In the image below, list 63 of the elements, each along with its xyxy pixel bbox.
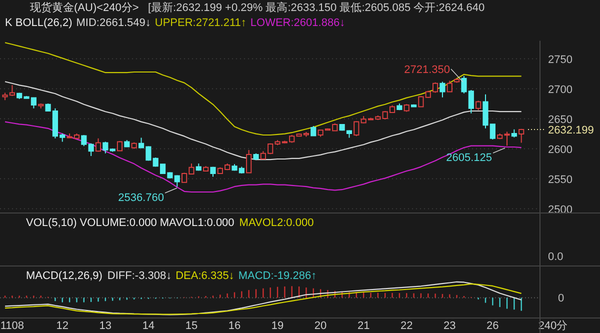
candlestick bbox=[110, 148, 116, 152]
candlestick bbox=[131, 142, 137, 150]
text: 0.0 bbox=[548, 251, 564, 263]
candlestick bbox=[203, 166, 209, 172]
candlestick bbox=[511, 128, 517, 138]
text: VOL(5,10) VOLUME:0.000 MAVOL1:0.000 bbox=[26, 217, 234, 229]
candlestick bbox=[454, 78, 460, 84]
candlestick bbox=[404, 104, 410, 112]
candlestick bbox=[116, 140, 123, 152]
candlestick bbox=[446, 80, 452, 92]
candlestick bbox=[410, 104, 417, 108]
x-tick-label: 20 bbox=[314, 320, 327, 332]
candlestick bbox=[210, 166, 216, 178]
candlestick bbox=[38, 102, 44, 109]
annotation: 2721.350 bbox=[404, 64, 450, 76]
y-tick-label: 2550 bbox=[548, 174, 572, 186]
chart-subtitle: [最新:2632.199 +0.29% 最高:2633.150 最低:2605.085 今开:2624.640 bbox=[148, 1, 485, 14]
ref-line-label: 2632.199 bbox=[548, 124, 594, 136]
candlestick bbox=[88, 142, 94, 157]
candlestick bbox=[253, 152, 259, 161]
x-tick-label: 26 bbox=[486, 320, 499, 332]
x-tick-label: 19 bbox=[271, 320, 284, 332]
text: DEA:6.335↓ bbox=[176, 270, 234, 282]
x-tick-label: 21 bbox=[357, 320, 370, 332]
x-tick-label: 13 bbox=[99, 320, 112, 332]
candlestick bbox=[102, 141, 108, 154]
annotation: 2605.125 bbox=[446, 152, 492, 164]
y-tick-label: 2700 bbox=[548, 84, 572, 96]
y-tick-label: 2600 bbox=[548, 144, 572, 156]
x-tick-label: 14 bbox=[142, 320, 155, 332]
x-tick-label: 15 bbox=[185, 320, 198, 332]
candlestick bbox=[310, 126, 316, 136]
line-series bbox=[4, 81, 522, 160]
candlestick bbox=[246, 150, 252, 174]
chart-title: MACD(12,26,9) bbox=[26, 270, 102, 282]
x-tick-label: 12 bbox=[56, 320, 69, 332]
line-series bbox=[4, 121, 522, 193]
text: MID:2661.549↓ bbox=[76, 17, 151, 29]
x-tick-label: 16 bbox=[228, 320, 241, 332]
text: LOWER:2601.886↓ bbox=[250, 17, 346, 29]
text: DIFF:-3.308↓ bbox=[107, 270, 172, 282]
x-tick-label: 22 bbox=[400, 320, 413, 332]
y-tick-label: 2650 bbox=[548, 114, 572, 126]
candlestick bbox=[440, 81, 446, 98]
text: UPPER:2721.211↑ bbox=[154, 17, 246, 29]
candlestick bbox=[354, 120, 360, 137]
text: MAVOL2:0.000 bbox=[239, 217, 314, 229]
candlestick bbox=[518, 128, 524, 144]
y-tick-label: 2750 bbox=[548, 54, 572, 66]
chart-title: 现货黄金(AU)<240分> bbox=[30, 1, 139, 14]
candlestick bbox=[95, 138, 102, 152]
line-series bbox=[4, 42, 522, 136]
candlestick bbox=[476, 100, 482, 111]
annotation: 2536.760 bbox=[118, 192, 164, 204]
candlestick bbox=[396, 102, 402, 111]
x-tick-label: 1108 bbox=[0, 320, 24, 332]
candlestick bbox=[196, 162, 202, 172]
candlestick bbox=[124, 140, 130, 148]
candlestick bbox=[81, 134, 87, 147]
legend-title: K BOLL(26,2) bbox=[5, 17, 72, 29]
series-label: MACD:-19.286↑ bbox=[238, 270, 317, 282]
ref-line-label: 0 bbox=[558, 292, 564, 305]
x-tick-label: 23 bbox=[444, 320, 456, 332]
